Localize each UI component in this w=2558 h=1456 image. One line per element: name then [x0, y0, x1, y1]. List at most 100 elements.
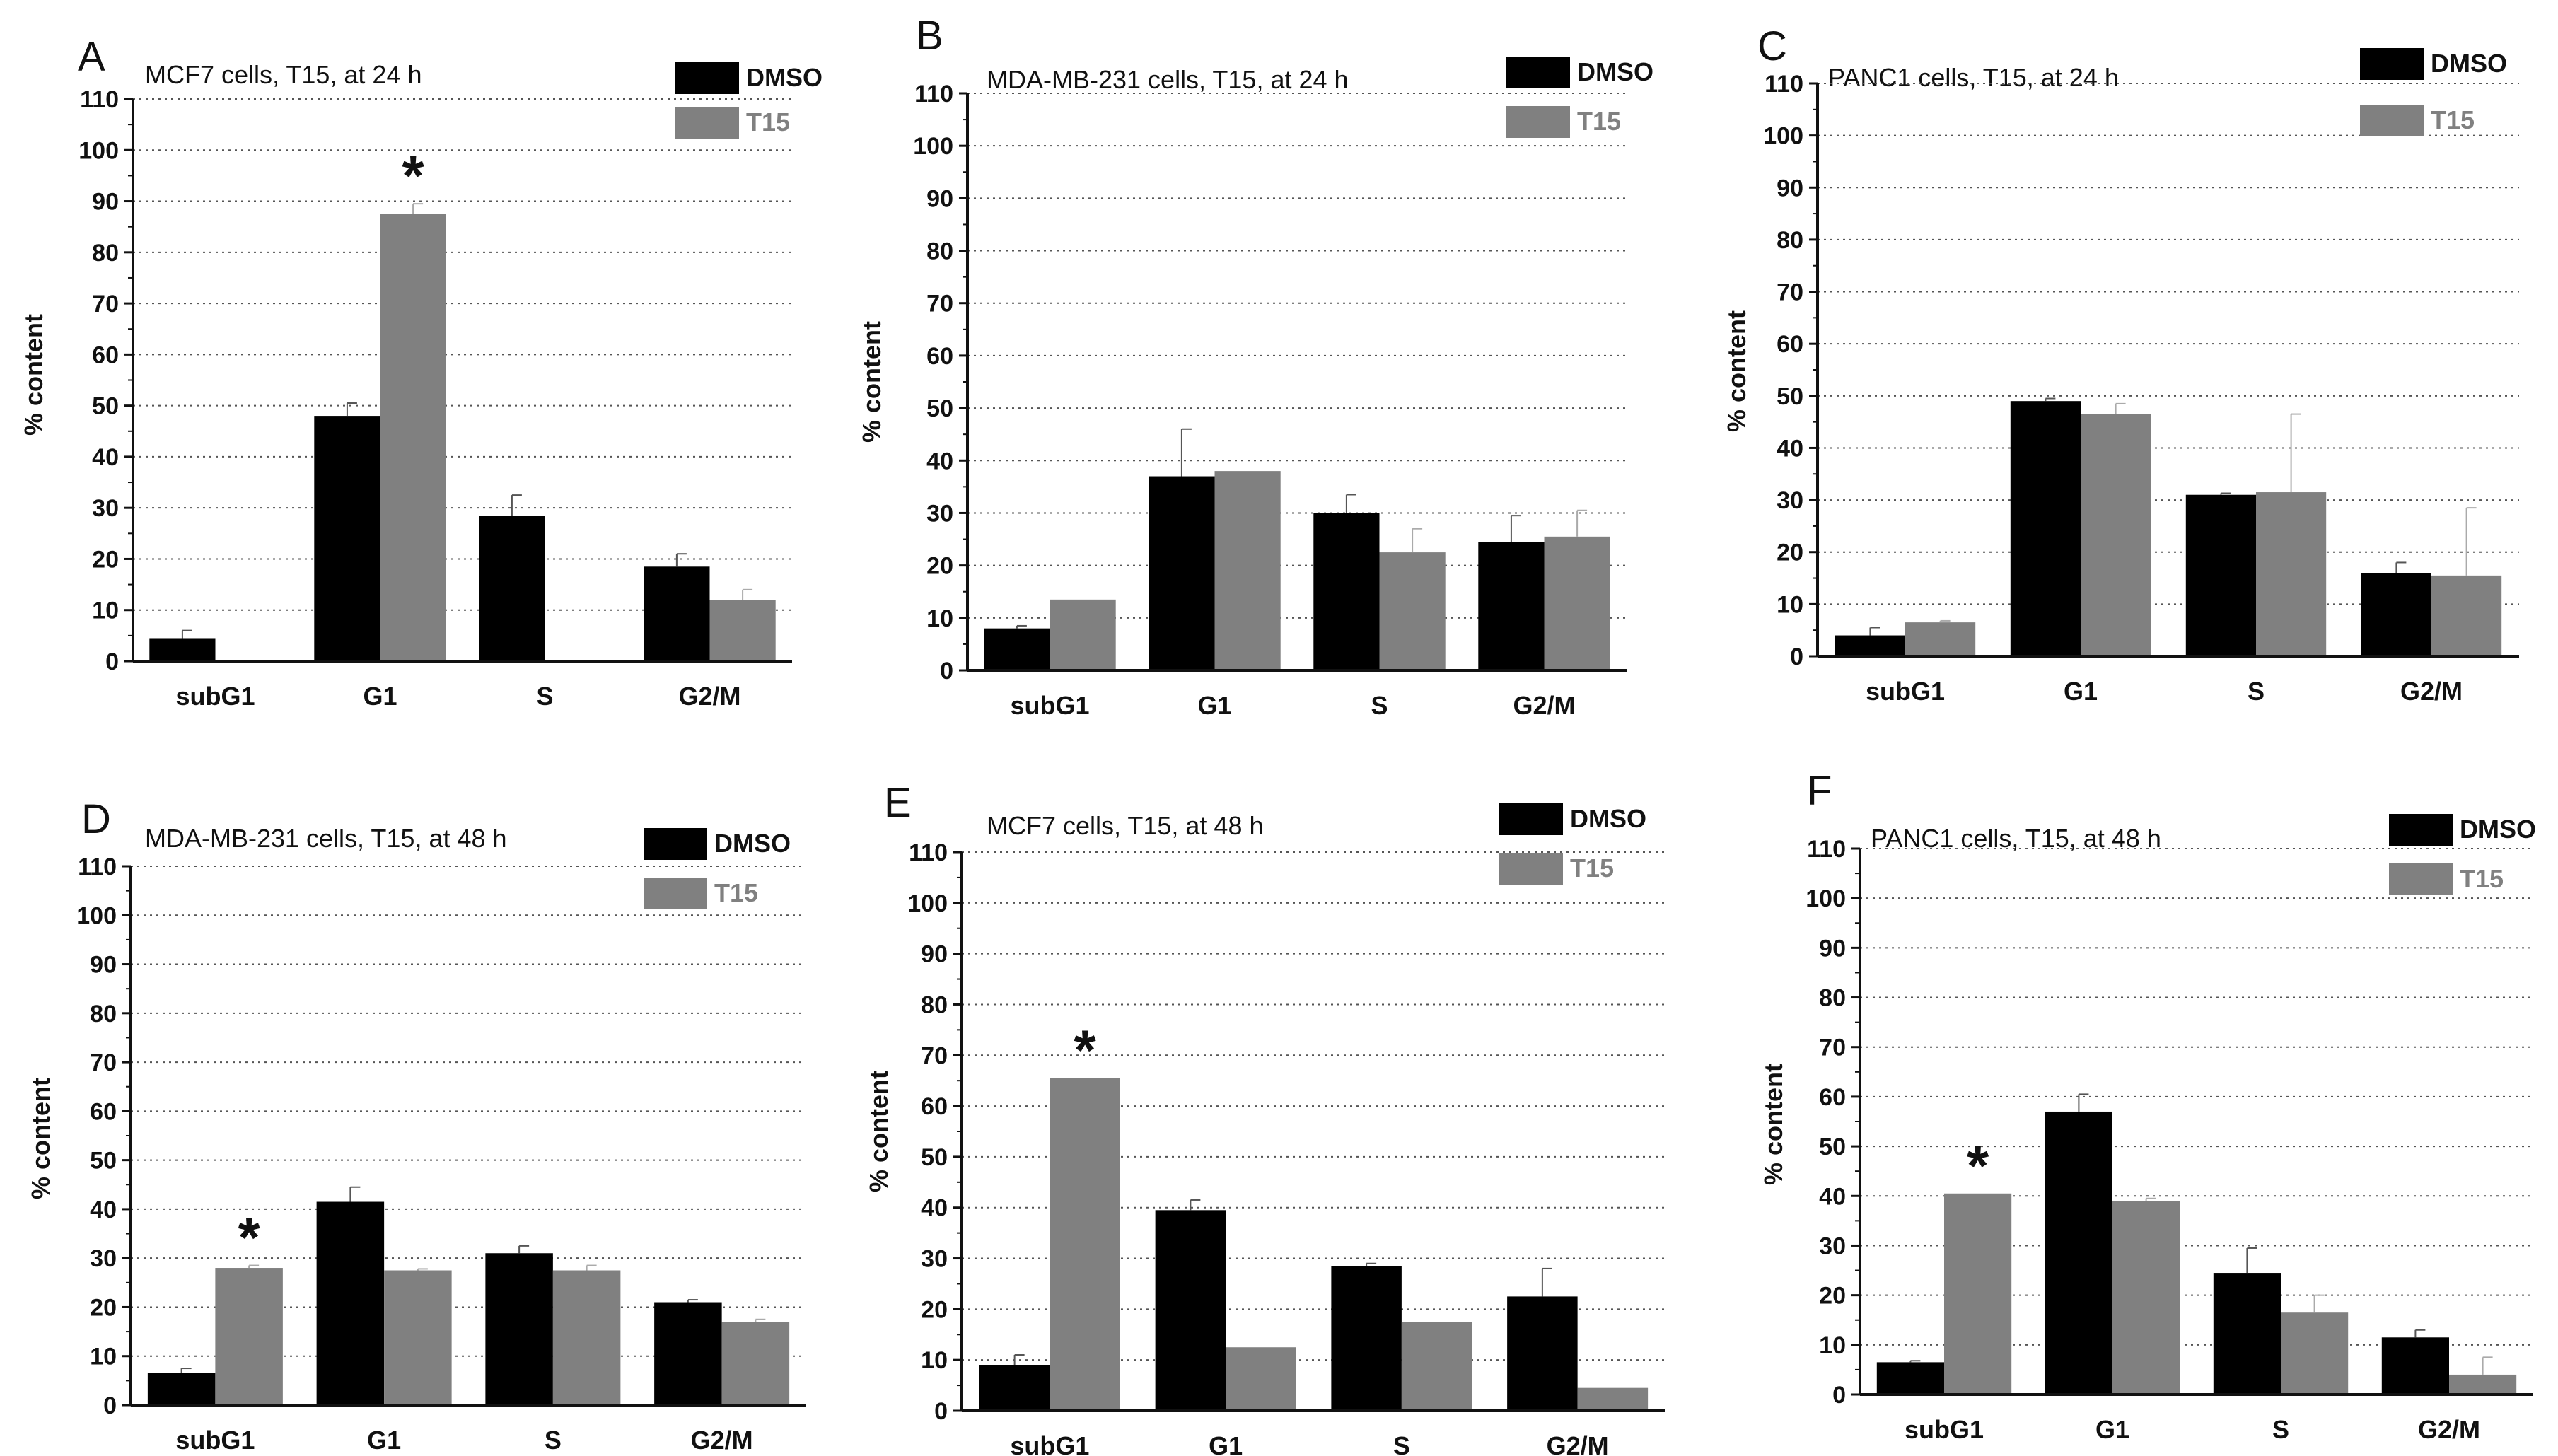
chart-title: MCF7 cells, T15, at 24 h	[145, 60, 422, 89]
x-tick-label: G1	[2095, 1415, 2129, 1444]
y-axis-label: % content	[1722, 310, 1751, 432]
y-tick-label: 90	[921, 941, 948, 968]
x-tick-label: G2/M	[678, 682, 740, 711]
legend-label-t15: T15	[2460, 864, 2504, 893]
y-tick-label: 80	[1777, 227, 1803, 254]
y-tick-label: 80	[92, 240, 119, 267]
t15-bar	[215, 1268, 283, 1405]
t15-bar	[2112, 1201, 2180, 1394]
t15-bar	[1577, 1387, 1649, 1411]
chart-title: MCF7 cells, T15, at 48 h	[987, 811, 1264, 840]
x-tick-label: subG1	[1010, 1431, 1089, 1456]
t15-bar	[709, 600, 776, 661]
y-tick-label: 40	[90, 1196, 117, 1223]
y-tick-label: 100	[1806, 885, 1846, 912]
legend-label-t15: T15	[714, 878, 758, 907]
t15-bar	[552, 1270, 621, 1405]
dmso-bar	[485, 1253, 553, 1405]
y-tick-label: 50	[1777, 383, 1803, 410]
y-tick-label: 60	[90, 1098, 117, 1125]
t15-bar	[1905, 622, 1976, 656]
y-tick-label: 0	[105, 648, 119, 675]
legend-swatch-t15	[1499, 853, 1563, 885]
y-tick-label: 0	[1832, 1382, 1846, 1409]
dmso-bar	[2381, 1337, 2449, 1394]
legend-label-dmso: DMSO	[746, 63, 822, 92]
panel-letter: A	[78, 34, 105, 80]
legend-swatch-t15	[644, 878, 707, 909]
y-tick-label: 10	[921, 1347, 948, 1374]
dmso-bar	[314, 416, 380, 661]
x-tick-label: G1	[1197, 691, 1231, 720]
x-tick-label: G2/M	[1513, 691, 1575, 720]
panel-c: C PANC1 cells, T15, at 24 h 0 10 20 30 40 50 60 7…	[1722, 23, 2519, 706]
y-tick-label: 110	[914, 81, 953, 107]
y-tick-label: 50	[92, 393, 119, 420]
chart-title: MDA-MB-231 cells, T15, at 24 h	[987, 65, 1349, 94]
y-tick-label: 20	[92, 546, 119, 573]
chart-title: PANC1 cells, T15, at 24 h	[1828, 63, 2119, 92]
legend-swatch-dmso	[644, 828, 707, 860]
legend-label-t15: T15	[1577, 107, 1621, 136]
dmso-bar	[316, 1201, 385, 1405]
y-tick-label: 100	[913, 133, 953, 160]
y-tick-label: 80	[921, 991, 948, 1018]
t15-bar	[2256, 492, 2327, 656]
t15-bar	[2431, 575, 2502, 656]
x-tick-label: G2/M	[691, 1426, 753, 1455]
y-tick-label: 50	[1819, 1134, 1846, 1160]
x-tick-label: subG1	[175, 1426, 255, 1455]
x-tick-label: G2/M	[2418, 1415, 2480, 1444]
x-tick-label: G1	[363, 682, 397, 711]
x-tick-label: S	[1393, 1431, 1410, 1456]
y-tick-label: 30	[1819, 1233, 1846, 1259]
y-tick-label: 40	[926, 448, 953, 474]
y-tick-label: 100	[1763, 123, 1803, 150]
significance-marker: *	[238, 1206, 261, 1269]
y-tick-label: 100	[907, 890, 948, 917]
y-tick-label: 10	[92, 598, 119, 624]
x-tick-label: subG1	[1010, 691, 1089, 720]
panel-letter: C	[1757, 23, 1787, 69]
t15-bar	[721, 1322, 790, 1405]
y-tick-label: 90	[90, 952, 117, 979]
y-tick-label: 100	[79, 137, 119, 164]
legend-label-dmso: DMSO	[714, 829, 791, 858]
significance-marker: *	[1967, 1134, 1989, 1197]
t15-bar	[1050, 1078, 1120, 1411]
x-tick-label: S	[2272, 1415, 2289, 1444]
y-tick-label: 10	[90, 1344, 117, 1370]
x-tick-label: G1	[1209, 1431, 1243, 1456]
x-tick-label: S	[1371, 691, 1388, 720]
t15-bar	[1544, 536, 1610, 670]
panel-letter: B	[916, 13, 943, 59]
y-tick-label: 60	[921, 1093, 948, 1120]
y-tick-label: 10	[1777, 591, 1803, 618]
y-tick-label: 90	[926, 185, 953, 212]
y-tick-label: 80	[1819, 985, 1846, 1012]
legend-label-dmso: DMSO	[2431, 49, 2507, 78]
dmso-bar	[479, 516, 545, 661]
y-tick-label: 40	[1819, 1183, 1846, 1210]
y-axis-label: % content	[26, 1078, 55, 1199]
y-tick-label: 40	[92, 444, 119, 471]
y-tick-label: 20	[1777, 540, 1803, 566]
dmso-bar	[1331, 1266, 1402, 1411]
y-tick-label: 30	[921, 1246, 948, 1273]
t15-bar	[1379, 552, 1446, 670]
y-tick-label: 40	[1777, 435, 1803, 462]
y-tick-label: 20	[1819, 1283, 1846, 1310]
x-tick-label: S	[536, 682, 553, 711]
panel-letter: D	[81, 796, 111, 842]
y-tick-label: 20	[921, 1296, 948, 1323]
x-tick-label: G2/M	[2400, 677, 2463, 706]
panel-a: A MCF7 cells, T15, at 24 h 0 10 20 30 40 50 60 70…	[19, 34, 822, 711]
x-tick-label: G2/M	[1547, 1431, 1609, 1456]
panel-letter: E	[884, 780, 912, 826]
x-tick-label: subG1	[1866, 677, 1945, 706]
x-tick-label: G1	[2064, 677, 2098, 706]
y-axis-label: % content	[857, 321, 886, 443]
legend-swatch-dmso	[1506, 57, 1570, 88]
dmso-bar	[149, 638, 216, 661]
y-tick-label: 110	[80, 86, 119, 113]
